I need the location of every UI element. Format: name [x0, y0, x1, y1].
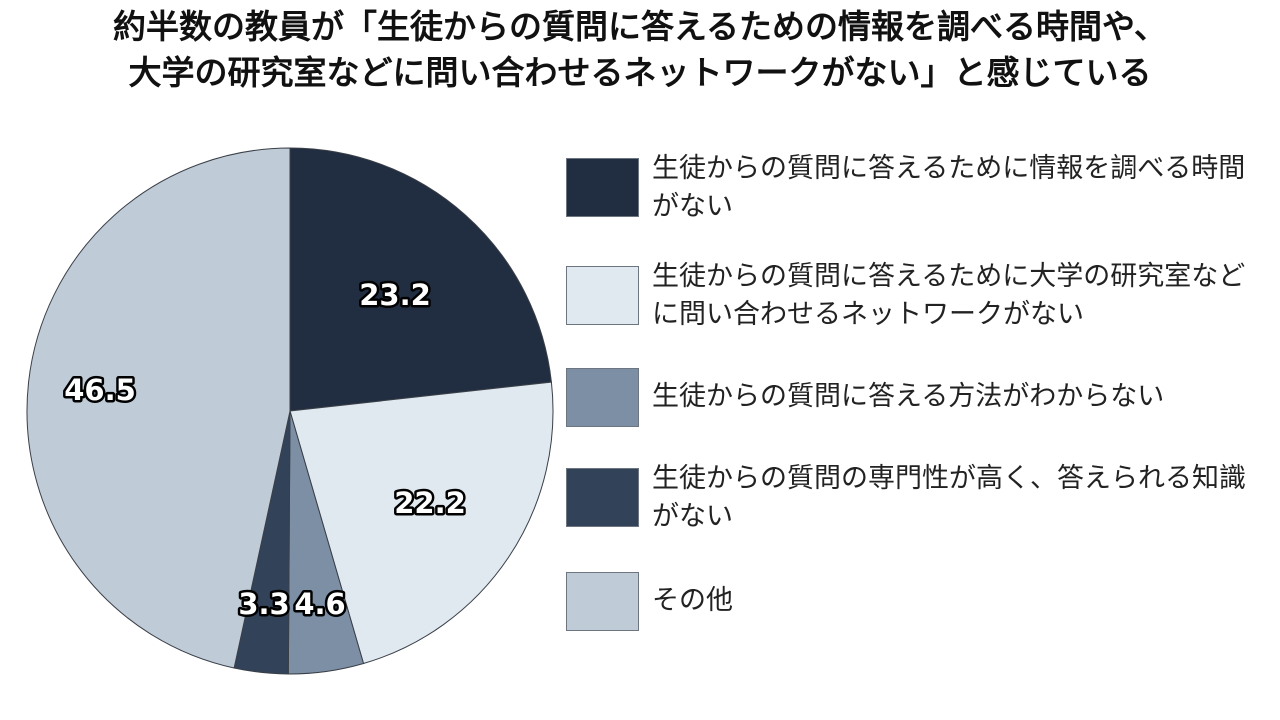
pie-value-label-4: 3.3 — [238, 587, 289, 621]
legend-label-1: 生徒からの質問に答えるために情報を調べる時間がない — [652, 153, 1246, 222]
chart-title-line-2: 大学の研究室などに問い合わせるネットワークがない」と感じている — [128, 53, 1152, 92]
legend-item-2: 生徒からの質問に答えるために大学の研究室などに問い合わせるネットワークがない — [566, 258, 1266, 338]
legend-swatch-2 — [566, 266, 639, 325]
chart-title-line-1: 約半数の教員が「生徒からの質問に答えるための情報を調べる時間や、 — [112, 7, 1168, 46]
pie-slices — [26, 147, 554, 675]
legend-swatch-5 — [566, 572, 639, 631]
pie-slice-5 — [26, 147, 291, 669]
legend-swatch-4 — [566, 468, 639, 527]
pie-value-label-2: 22.2 — [394, 486, 466, 520]
pie-value-labels: 23.2 22.2 4.63.3 46.5 — [62, 276, 469, 624]
pie-value-label-1: 23.2 — [359, 278, 431, 312]
legend-label-2: 生徒からの質問に答えるために大学の研究室などに問い合わせるネットワークがない — [652, 261, 1246, 330]
pie-value-label-5: 46.5 — [64, 373, 136, 407]
pie-slice-2 — [289, 381, 554, 665]
pie-value-label-3: 4.6 — [294, 587, 345, 621]
legend-label-4: 生徒からの質問の専門性が高く、答えられる知識がない — [652, 463, 1246, 532]
legend-label-5: その他 — [652, 585, 733, 616]
legend-item-5: その他 — [566, 564, 1266, 644]
legend-label-3: 生徒からの質問に答える方法がわからない — [652, 381, 1165, 412]
legend-item-3: 生徒からの質問に答える方法がわからない — [566, 360, 1266, 440]
legend-item-1: 生徒からの質問に答えるために情報を調べる時間がない — [566, 150, 1266, 230]
pie-slice-1 — [289, 147, 552, 412]
legend-item-4: 生徒からの質問の専門性が高く、答えられる知識がない — [566, 460, 1266, 540]
chart-title: 約半数の教員が「生徒からの質問に答えるための情報を調べる時間や、 大学の研究室な… — [0, 4, 1280, 96]
legend-swatch-3 — [566, 368, 639, 427]
legend-swatch-1 — [566, 158, 639, 217]
